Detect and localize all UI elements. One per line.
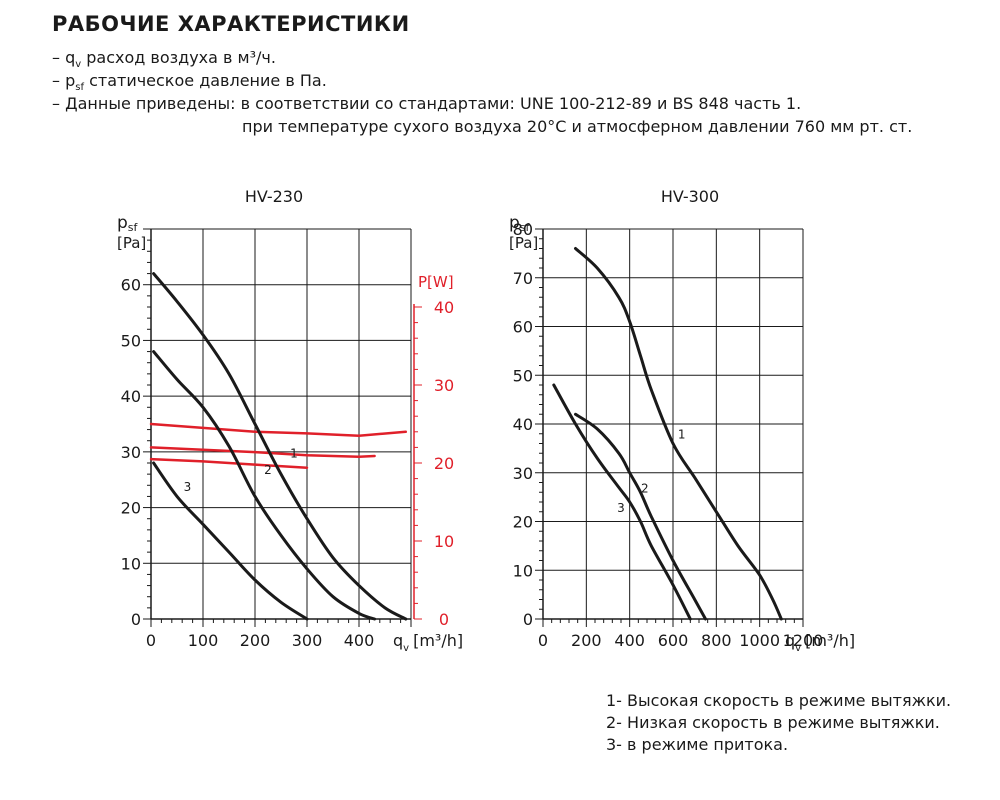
chart1-power-curve-1 xyxy=(149,422,408,437)
chart1-power-curve-2 xyxy=(149,446,376,459)
legend-item-1: 1- Высокая скорость в режиме вытяжки. xyxy=(606,691,952,710)
chart1-ytick-label: 50 xyxy=(121,331,141,350)
chart2-ytick-label: 20 xyxy=(513,513,533,532)
chart1-curve-1 xyxy=(152,272,408,621)
chart2-ytick-label: 50 xyxy=(513,366,533,385)
chart2-ytick-label: 60 xyxy=(513,318,533,337)
chart1-curve-label-2: 2 xyxy=(264,463,272,477)
legend-item-3: 3- в режиме притока. xyxy=(606,735,789,754)
note-pressure: – psf статическое давление в Па. xyxy=(52,71,327,94)
chart1-xlabel: qv [m³/h] xyxy=(393,631,463,654)
chart1-y2tick-label: 0 xyxy=(439,610,449,629)
chart2-title: HV-300 xyxy=(661,187,719,206)
chart2-curve-label-1: 1 xyxy=(678,428,686,442)
chart1-xtick-label: 100 xyxy=(188,631,219,650)
chart2-xtick-label: 800 xyxy=(701,631,732,650)
note-conditions: при температуре сухого воздуха 20°C и ат… xyxy=(242,117,913,136)
note-flow: – qv расход воздуха в м³/ч. xyxy=(52,48,276,71)
chart1-ytick-label: 0 xyxy=(131,610,141,629)
chart1-xtick-label: 200 xyxy=(240,631,271,650)
chart1-y2label: P[W] xyxy=(418,273,454,291)
chart1-yunit: [Pa] xyxy=(117,234,146,252)
legend: 1- Высокая скорость в режиме вытяжки. 2-… xyxy=(606,690,951,756)
chart2-ylabel: psf xyxy=(509,213,531,234)
chart2-curve-3 xyxy=(552,383,692,621)
chart1-ytick-label: 40 xyxy=(121,387,141,406)
chart1-y2tick-label: 40 xyxy=(434,298,454,317)
page-title: РАБОЧИЕ ХАРАКТЕРИСТИКИ xyxy=(52,12,410,36)
chart2-ytick-label: 80 xyxy=(513,220,533,239)
chart1-y2tick-label: 20 xyxy=(434,454,454,473)
chart1-ylabel: psf xyxy=(117,213,139,234)
chart1-ytick-label: 60 xyxy=(121,276,141,295)
chart1-curve-label-3: 3 xyxy=(184,480,192,494)
chart1-curve-label-1: 1 xyxy=(290,446,298,460)
chart1-ytick-label: 30 xyxy=(121,443,141,462)
chart2-curve-2 xyxy=(574,412,707,621)
chart2-ytick-label: 10 xyxy=(513,561,533,580)
chart2-curve-label-2: 2 xyxy=(641,481,649,495)
chart1-ytick-label: 10 xyxy=(121,554,141,573)
chart1-y2tick-label: 10 xyxy=(434,532,454,551)
chart2-xtick-label: 400 xyxy=(614,631,645,650)
chart2-ytick-label: 40 xyxy=(513,415,533,434)
chart1-power-curve-3 xyxy=(149,457,309,469)
chart2-xlabel: qv [m³/h] xyxy=(785,631,855,654)
chart2-yunit: [Pa] xyxy=(509,234,538,252)
chart1-y2tick-label: 30 xyxy=(434,376,454,395)
chart1-xtick-label: 0 xyxy=(146,631,156,650)
chart1-curve-2 xyxy=(152,350,377,621)
chart1-curve-3 xyxy=(152,461,309,621)
chart1-title: HV-230 xyxy=(245,187,303,206)
chart2-xtick-label: 1000 xyxy=(739,631,780,650)
chart1-xtick-label: 400 xyxy=(344,631,375,650)
chart2-ytick-label: 30 xyxy=(513,464,533,483)
legend-item-2: 2- Низкая скорость в режиме вытяжки. xyxy=(606,713,940,732)
chart2-xtick-label: 600 xyxy=(658,631,689,650)
chart2-curve-label-3: 3 xyxy=(617,501,625,515)
chart2-ytick-label: 70 xyxy=(513,269,533,288)
chart2-curve-1 xyxy=(574,247,783,621)
chart2-ytick-label: 0 xyxy=(523,610,533,629)
chart1-ytick-label: 20 xyxy=(121,499,141,518)
chart2-xtick-label: 200 xyxy=(571,631,602,650)
chart1-xtick-label: 300 xyxy=(292,631,323,650)
note-standards: – Данные приведены: в соответствии со ст… xyxy=(52,94,802,113)
chart2-xtick-label: 1200 xyxy=(783,631,824,650)
chart2-xtick-label: 0 xyxy=(538,631,548,650)
